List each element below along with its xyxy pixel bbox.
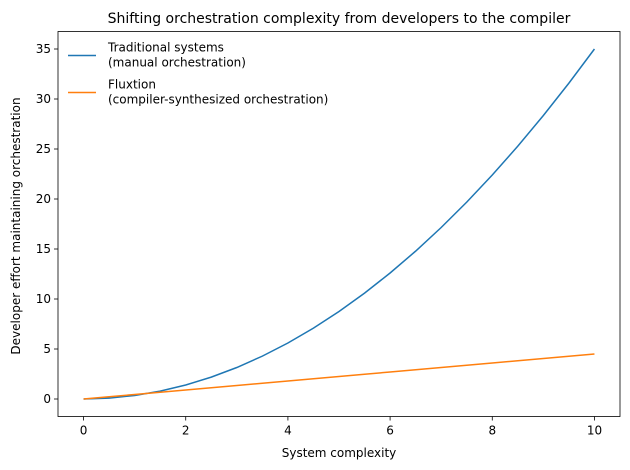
x-tick-label: 10 xyxy=(587,424,602,438)
y-axis-label: Developer effort maintaining orchestrati… xyxy=(9,97,23,354)
legend-label: Traditional systems (manual orchestration… xyxy=(107,41,246,70)
x-tick-label: 4 xyxy=(284,424,292,438)
y-tick-label: 15 xyxy=(36,242,51,256)
x-tick-label: 0 xyxy=(80,424,88,438)
x-tick-label: 8 xyxy=(488,424,496,438)
x-tick-label: 2 xyxy=(182,424,190,438)
y-tick-label: 5 xyxy=(43,342,51,356)
y-tick-label: 10 xyxy=(36,292,51,306)
legend-label: Fluxtion (compiler-synthesized orchestrat… xyxy=(108,78,328,107)
y-tick-label: 25 xyxy=(36,142,51,156)
chart-title: Shifting orchestration complexity from d… xyxy=(108,11,571,27)
y-tick-label: 0 xyxy=(43,392,51,406)
y-tick-label: 30 xyxy=(36,92,51,106)
x-tick-label: 6 xyxy=(386,424,394,438)
series-line xyxy=(83,353,595,400)
y-tick-label: 35 xyxy=(36,42,51,56)
x-axis-label: System complexity xyxy=(282,446,397,460)
plot-frame xyxy=(57,31,621,417)
y-tick-label: 20 xyxy=(36,192,51,206)
series-line xyxy=(83,48,596,400)
